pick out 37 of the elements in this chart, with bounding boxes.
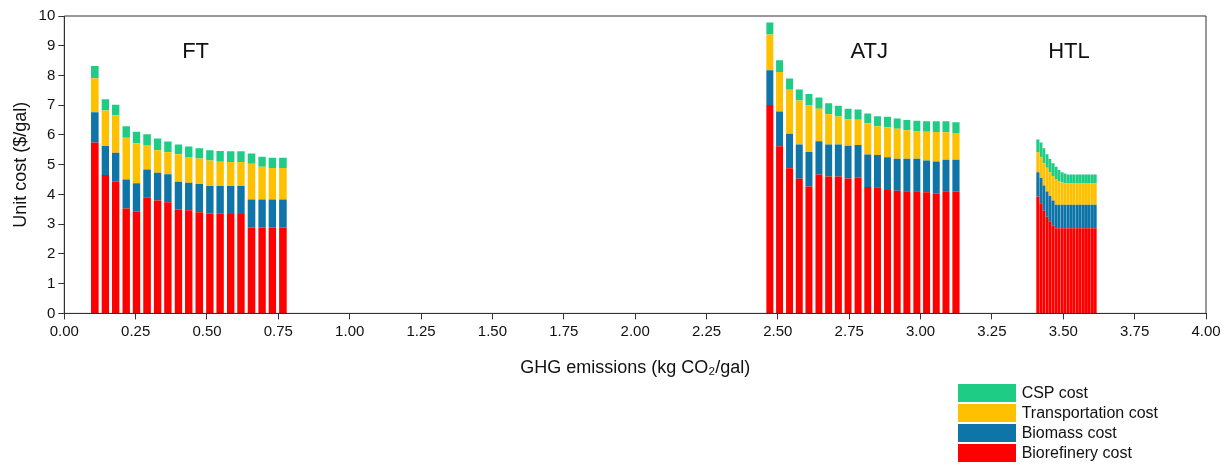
x-tick-label: 3.25: [977, 321, 1007, 339]
y-tick-label: 7: [46, 95, 56, 113]
y-axis-title: Unit cost ($/gal): [9, 101, 30, 228]
legend-label: Biorefinery cost: [1021, 444, 1132, 462]
y-tick-label: 0: [46, 303, 56, 321]
y-tick-label: 8: [46, 65, 56, 83]
x-tick-label: 4.00: [1191, 321, 1221, 339]
x-tick-label: 1.50: [477, 321, 508, 339]
x-tick-label: 1.75: [549, 321, 579, 339]
y-tick-label: 4: [46, 184, 56, 202]
x-tick-label: 0.75: [263, 321, 293, 339]
y-tick-label: 9: [46, 35, 56, 53]
y-tick-label: 6: [46, 125, 56, 143]
y-tick-label: 5: [46, 154, 56, 172]
x-tick-label: 1.25: [406, 321, 436, 339]
x-tick-label: 3.75: [1120, 321, 1150, 339]
x-tick-label: 3.00: [905, 321, 936, 339]
x-tick-label: 2.75: [834, 321, 864, 339]
annotation: HTL: [1048, 37, 1090, 63]
y-tick-label: 1: [46, 273, 56, 291]
annotation: FT: [182, 37, 210, 63]
annotation: ATJ: [850, 37, 888, 63]
x-tick-label: 2.00: [620, 321, 650, 339]
y-tick-label: 10: [38, 6, 56, 24]
x-axis-title: GHG emissions (kg CO₂/gal): [520, 357, 751, 378]
legend-label: Transportation cost: [1021, 404, 1158, 422]
x-tick-label: 2.25: [691, 321, 722, 339]
y-tick-label: 2: [46, 244, 56, 262]
x-tick-label: 0.00: [49, 321, 79, 339]
legend-label: Biomass cost: [1021, 424, 1117, 442]
x-tick-label: 0.25: [121, 321, 151, 339]
x-tick-label: 3.50: [1048, 321, 1078, 339]
y-tick-label: 3: [46, 214, 56, 232]
x-tick-label: 2.50: [763, 321, 793, 339]
x-tick-label: 1.00: [335, 321, 365, 339]
legend-label: CSP cost: [1021, 384, 1089, 402]
x-tick-label: 0.50: [192, 321, 222, 339]
